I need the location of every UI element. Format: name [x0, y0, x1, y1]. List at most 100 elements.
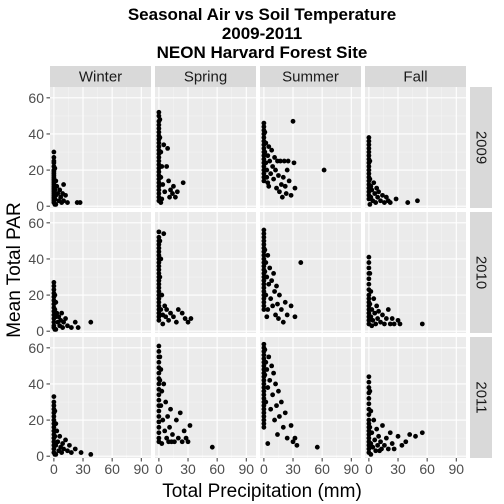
data-point — [403, 439, 409, 445]
data-point — [51, 283, 57, 289]
x-tick-label: 90 — [448, 461, 464, 477]
data-point — [78, 450, 84, 455]
data-point — [53, 421, 59, 427]
data-point — [165, 414, 171, 419]
data-point — [279, 194, 285, 200]
data-point — [156, 140, 162, 146]
data-point — [156, 271, 162, 276]
data-point — [156, 191, 162, 196]
data-point — [271, 370, 276, 376]
data-point — [261, 281, 267, 287]
data-point — [156, 314, 162, 320]
data-point — [52, 307, 58, 312]
data-point — [272, 155, 277, 160]
data-point — [275, 301, 280, 307]
data-point — [54, 183, 60, 189]
data-point — [261, 156, 267, 162]
panel-background — [50, 212, 151, 333]
data-point — [272, 289, 277, 294]
data-point — [170, 432, 175, 437]
data-point — [376, 189, 381, 195]
data-point — [387, 321, 393, 327]
data-point — [278, 307, 284, 312]
data-point — [54, 428, 60, 434]
data-point — [65, 448, 70, 454]
y-tick-label: 0 — [36, 323, 44, 339]
data-point — [369, 430, 375, 436]
data-point — [261, 352, 267, 358]
data-point — [276, 388, 281, 394]
data-point — [366, 396, 372, 401]
data-point — [261, 285, 267, 291]
data-point — [157, 117, 163, 122]
data-point — [286, 178, 292, 184]
data-point — [261, 135, 267, 140]
data-point — [378, 439, 383, 445]
data-point — [261, 388, 267, 394]
data-point — [179, 439, 185, 445]
data-point — [399, 442, 405, 448]
data-point — [156, 424, 162, 430]
y-tick-label: 0 — [36, 448, 44, 464]
data-point — [261, 417, 267, 423]
data-point — [57, 433, 63, 439]
data-point — [52, 165, 58, 171]
data-point — [267, 158, 273, 164]
data-point — [382, 200, 387, 205]
data-point — [261, 307, 267, 312]
data-point — [181, 428, 187, 434]
y-tick-label: 60 — [28, 90, 44, 106]
data-point — [280, 174, 286, 180]
data-point — [366, 153, 372, 159]
data-point — [282, 183, 288, 189]
data-point — [395, 317, 401, 323]
data-point — [52, 196, 58, 202]
data-point — [172, 194, 178, 200]
strip-label-summer: Summer — [282, 69, 339, 86]
data-point — [261, 120, 267, 126]
data-point — [268, 296, 274, 302]
data-point — [290, 118, 296, 124]
data-point — [163, 399, 169, 405]
data-point — [268, 171, 274, 177]
x-tick-label: 30 — [180, 461, 196, 477]
data-point — [156, 245, 162, 251]
data-point — [264, 274, 270, 280]
data-point — [261, 303, 267, 309]
data-point — [366, 146, 372, 151]
data-point — [281, 158, 287, 164]
data-point — [161, 231, 167, 237]
panel-winter-2011 — [50, 337, 151, 458]
panel-spring-2010 — [155, 212, 256, 333]
data-point — [375, 442, 381, 448]
data-point — [263, 399, 269, 405]
data-point — [159, 292, 165, 298]
data-point — [156, 435, 162, 441]
data-point — [51, 149, 57, 155]
data-point — [173, 319, 179, 325]
data-point — [156, 158, 162, 164]
data-point — [280, 319, 286, 325]
data-point — [63, 316, 68, 321]
data-point — [156, 260, 162, 265]
data-point — [367, 388, 373, 394]
data-point — [156, 267, 162, 273]
data-point — [292, 314, 298, 320]
data-point — [156, 109, 162, 115]
data-point — [265, 307, 271, 312]
data-point — [272, 417, 277, 423]
data-point — [261, 238, 267, 244]
strip-fall — [365, 66, 466, 87]
data-point — [160, 417, 166, 423]
data-point — [262, 347, 268, 353]
data-point — [156, 310, 162, 316]
data-point — [156, 349, 162, 354]
data-point — [274, 283, 279, 289]
data-point — [413, 433, 418, 439]
y-tick-label: 60 — [28, 340, 44, 356]
data-point — [51, 417, 57, 423]
data-point — [366, 417, 372, 423]
x-tick-label: 90 — [238, 461, 254, 477]
data-point — [366, 142, 372, 148]
data-point — [266, 183, 272, 189]
